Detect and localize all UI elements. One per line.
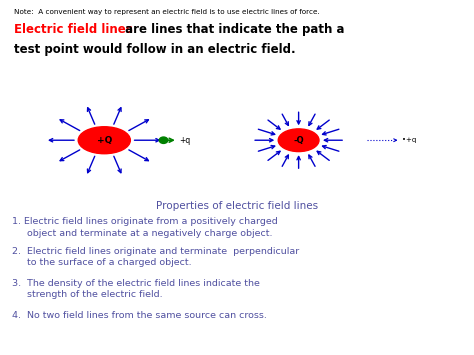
Text: 3.  The density of the electric field lines indicate the
     strength of the el: 3. The density of the electric field lin…: [12, 279, 260, 299]
Ellipse shape: [278, 129, 319, 152]
Text: 2.  Electric field lines originate and terminate  perpendicular
     to the surf: 2. Electric field lines originate and te…: [12, 247, 299, 267]
Text: Properties of electric field lines: Properties of electric field lines: [156, 201, 318, 211]
Text: test point would follow in an electric field.: test point would follow in an electric f…: [14, 43, 296, 56]
Circle shape: [159, 137, 168, 143]
Text: -Q: -Q: [293, 136, 304, 145]
Text: Note:  A convenient way to represent an electric field is to use electric lines : Note: A convenient way to represent an e…: [14, 9, 320, 15]
Text: 4.  No two field lines from the same source can cross.: 4. No two field lines from the same sour…: [12, 311, 267, 320]
Ellipse shape: [78, 127, 130, 154]
Text: +q: +q: [179, 136, 191, 145]
Text: •+q: •+q: [402, 137, 416, 143]
Text: +Q: +Q: [97, 136, 112, 145]
Text: are lines that indicate the path a: are lines that indicate the path a: [121, 23, 345, 36]
Text: 1. Electric field lines originate from a positively charged
     object and term: 1. Electric field lines originate from a…: [12, 217, 278, 238]
Text: Electric field lines: Electric field lines: [14, 23, 133, 36]
